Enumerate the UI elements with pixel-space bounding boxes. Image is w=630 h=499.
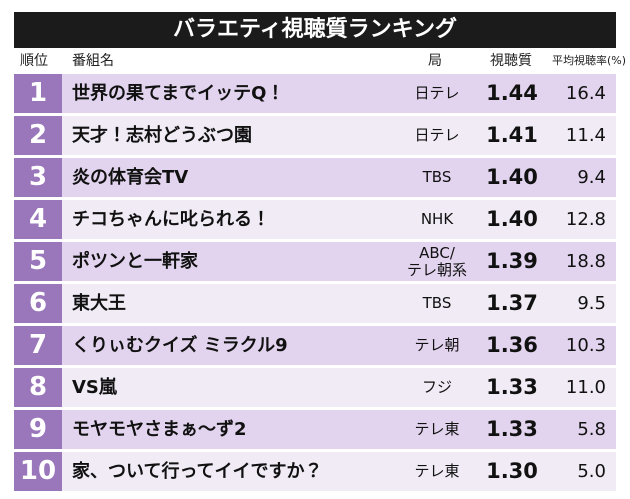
viewing-quality: 1.39	[486, 249, 538, 273]
viewing-quality: 1.33	[486, 417, 538, 441]
table-row: 9 モヤモヤさまぁ～ず2 テレ東 1.33 5.8	[14, 410, 616, 449]
program-name: 東大王	[72, 293, 126, 314]
station-line: ABC/	[419, 243, 455, 262]
program-name: 天才！志村どうぶつ園	[72, 125, 252, 146]
viewing-quality: 1.44	[486, 81, 538, 105]
table-row: 2 天才！志村どうぶつ園 日テレ 1.41 11.4	[14, 116, 616, 155]
viewing-quality: 1.36	[486, 333, 538, 357]
average-rating: 5.0	[577, 461, 606, 482]
program-name: 家、ついて行ってイイですか？	[72, 461, 323, 482]
table-row: 4 チコちゃんに叱られる！ NHK 1.40 12.8	[14, 200, 616, 239]
station: テレ朝	[414, 336, 460, 354]
table-row: 5 ポツンと一軒家 ABC/テレ朝系 1.39 18.8	[14, 242, 616, 281]
table-row: 6 東大王 TBS 1.37 9.5	[14, 284, 616, 323]
header-cell: 順位	[20, 53, 48, 69]
rank: 10	[14, 452, 62, 491]
station: TBS	[422, 294, 452, 312]
station: ABC/テレ朝系	[399, 242, 475, 281]
average-rating: 9.5	[577, 293, 606, 314]
rank: 4	[14, 200, 62, 239]
program-name: VS嵐	[72, 377, 117, 398]
rank: 1	[14, 74, 62, 113]
program-name: モヤモヤさまぁ～ず2	[72, 419, 247, 440]
average-rating: 12.8	[565, 209, 606, 230]
station: 日テレ	[414, 84, 460, 102]
viewing-quality: 1.40	[486, 165, 538, 189]
rank: 3	[14, 158, 62, 197]
rank: 7	[14, 326, 62, 365]
station: フジ	[421, 378, 452, 396]
viewing-quality: 1.37	[486, 291, 538, 315]
station: NHK	[420, 210, 454, 228]
rank: 2	[14, 116, 62, 155]
rank: 9	[14, 410, 62, 449]
station: テレ東	[414, 420, 460, 438]
average-rating: 11.0	[565, 377, 606, 398]
program-name: くりぃむクイズ ミラクル9	[72, 335, 288, 356]
program-name: 炎の体育会TV	[72, 167, 189, 188]
rank: 5	[14, 242, 62, 281]
header-cell: 局	[428, 53, 442, 69]
program-name: ポツンと一軒家	[72, 251, 198, 272]
average-rating: 16.4	[565, 83, 606, 104]
table-row: 3 炎の体育会TV TBS 1.40 9.4	[14, 158, 616, 197]
table-row: 8 VS嵐 フジ 1.33 11.0	[14, 368, 616, 407]
header-cell: 番組名	[72, 53, 114, 69]
station: テレ東	[414, 462, 460, 480]
station-line: テレ朝系	[406, 260, 467, 279]
program-name: 世界の果てまでイッテQ！	[72, 83, 285, 104]
average-rating: 18.8	[565, 251, 606, 272]
average-rating: 9.4	[577, 167, 606, 188]
viewing-quality: 1.41	[486, 123, 538, 147]
station: 日テレ	[414, 126, 460, 144]
table-row: 7 くりぃむクイズ ミラクル9 テレ朝 1.36 10.3	[14, 326, 616, 365]
header-cell: 視聴質	[490, 53, 532, 69]
viewing-quality: 1.30	[486, 459, 538, 483]
program-name: チコちゃんに叱られる！	[72, 209, 270, 230]
title: バラエティ視聴質ランキング	[14, 12, 616, 48]
rank: 6	[14, 284, 62, 323]
table-row: 1 世界の果てまでイッテQ！ 日テレ 1.44 16.4	[14, 74, 616, 113]
station: TBS	[422, 168, 452, 186]
average-rating: 10.3	[565, 335, 606, 356]
average-rating: 5.8	[577, 419, 606, 440]
table-row: 10 家、ついて行ってイイですか？ テレ東 1.30 5.0	[14, 452, 616, 491]
header-cell: 平均視聴率(%)	[552, 54, 627, 67]
rank: 8	[14, 368, 62, 407]
viewing-quality: 1.33	[486, 375, 538, 399]
average-rating: 11.4	[565, 125, 606, 146]
viewing-quality: 1.40	[486, 207, 538, 231]
